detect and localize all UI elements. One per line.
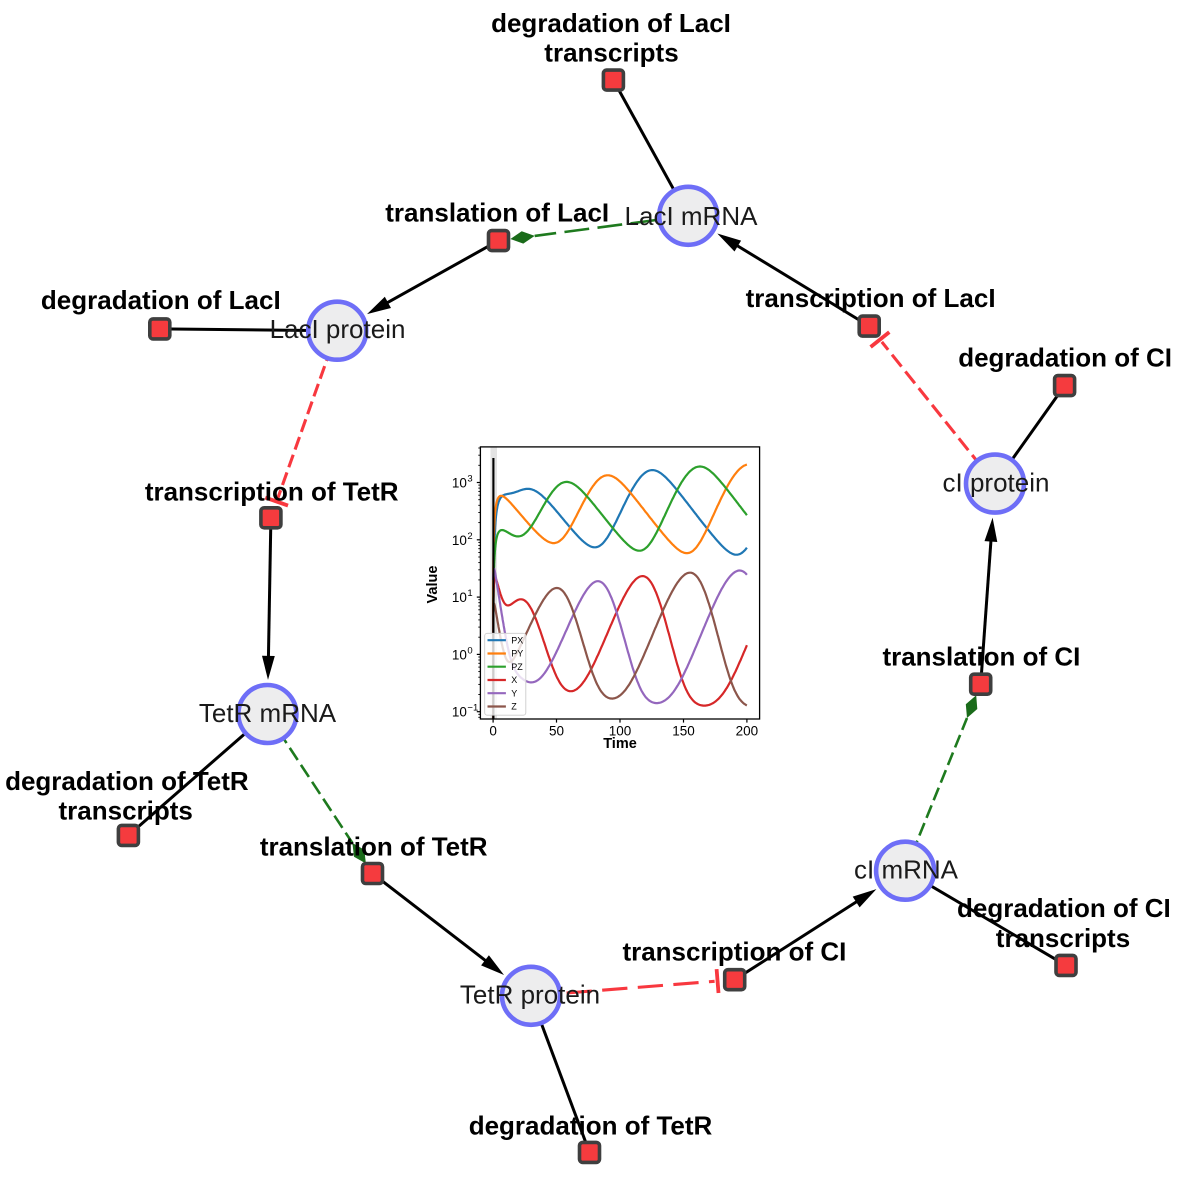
svg-text:TetR protein: TetR protein — [460, 980, 600, 1010]
svg-text:10: 10 — [452, 647, 467, 662]
svg-text:LacI mRNA: LacI mRNA — [625, 201, 759, 231]
svg-text:cI mRNA: cI mRNA — [854, 855, 959, 885]
svg-text:transcripts: transcripts — [996, 923, 1130, 953]
svg-text:PX: PX — [511, 635, 523, 645]
svg-text:−1: −1 — [467, 703, 478, 714]
svg-text:translation of TetR: translation of TetR — [260, 832, 488, 862]
svg-text:100: 100 — [609, 724, 632, 739]
svg-text:PY: PY — [511, 649, 523, 659]
svg-text:transcription of CI: transcription of CI — [622, 937, 846, 967]
svg-text:degradation of LacI: degradation of LacI — [41, 285, 281, 315]
svg-text:degradation of CI: degradation of CI — [958, 342, 1172, 372]
svg-text:transcripts: transcripts — [59, 796, 193, 826]
svg-text:10: 10 — [452, 705, 467, 720]
svg-text:200: 200 — [736, 724, 759, 739]
svg-text:50: 50 — [549, 724, 564, 739]
svg-text:10: 10 — [452, 476, 467, 491]
svg-text:0: 0 — [489, 724, 497, 739]
svg-text:translation of LacI: translation of LacI — [385, 198, 609, 228]
svg-text:150: 150 — [672, 724, 695, 739]
svg-text:Z: Z — [511, 702, 517, 712]
svg-text:LacI protein: LacI protein — [270, 314, 406, 344]
svg-text:0: 0 — [467, 645, 472, 656]
svg-text:3: 3 — [467, 474, 472, 485]
svg-text:Time: Time — [603, 736, 637, 752]
svg-text:1: 1 — [467, 588, 472, 599]
svg-text:X: X — [511, 675, 517, 685]
svg-text:10: 10 — [452, 590, 467, 605]
svg-text:transcription of LacI: transcription of LacI — [746, 283, 996, 313]
svg-text:TetR mRNA: TetR mRNA — [199, 698, 337, 728]
svg-text:degradation of TetR: degradation of TetR — [5, 766, 249, 796]
svg-text:10: 10 — [452, 533, 467, 548]
svg-text:PZ: PZ — [511, 662, 523, 672]
svg-text:2: 2 — [467, 531, 472, 542]
svg-text:cI protein: cI protein — [943, 468, 1050, 498]
svg-text:Value: Value — [425, 566, 441, 604]
svg-text:transcription of TetR: transcription of TetR — [145, 477, 399, 507]
svg-text:degradation of CI: degradation of CI — [957, 893, 1171, 923]
svg-text:transcripts: transcripts — [544, 38, 678, 68]
svg-text:translation of CI: translation of CI — [882, 641, 1080, 671]
svg-text:Y: Y — [511, 688, 517, 698]
svg-text:degradation of LacI: degradation of LacI — [491, 8, 731, 38]
svg-text:degradation of TetR: degradation of TetR — [469, 1111, 713, 1141]
